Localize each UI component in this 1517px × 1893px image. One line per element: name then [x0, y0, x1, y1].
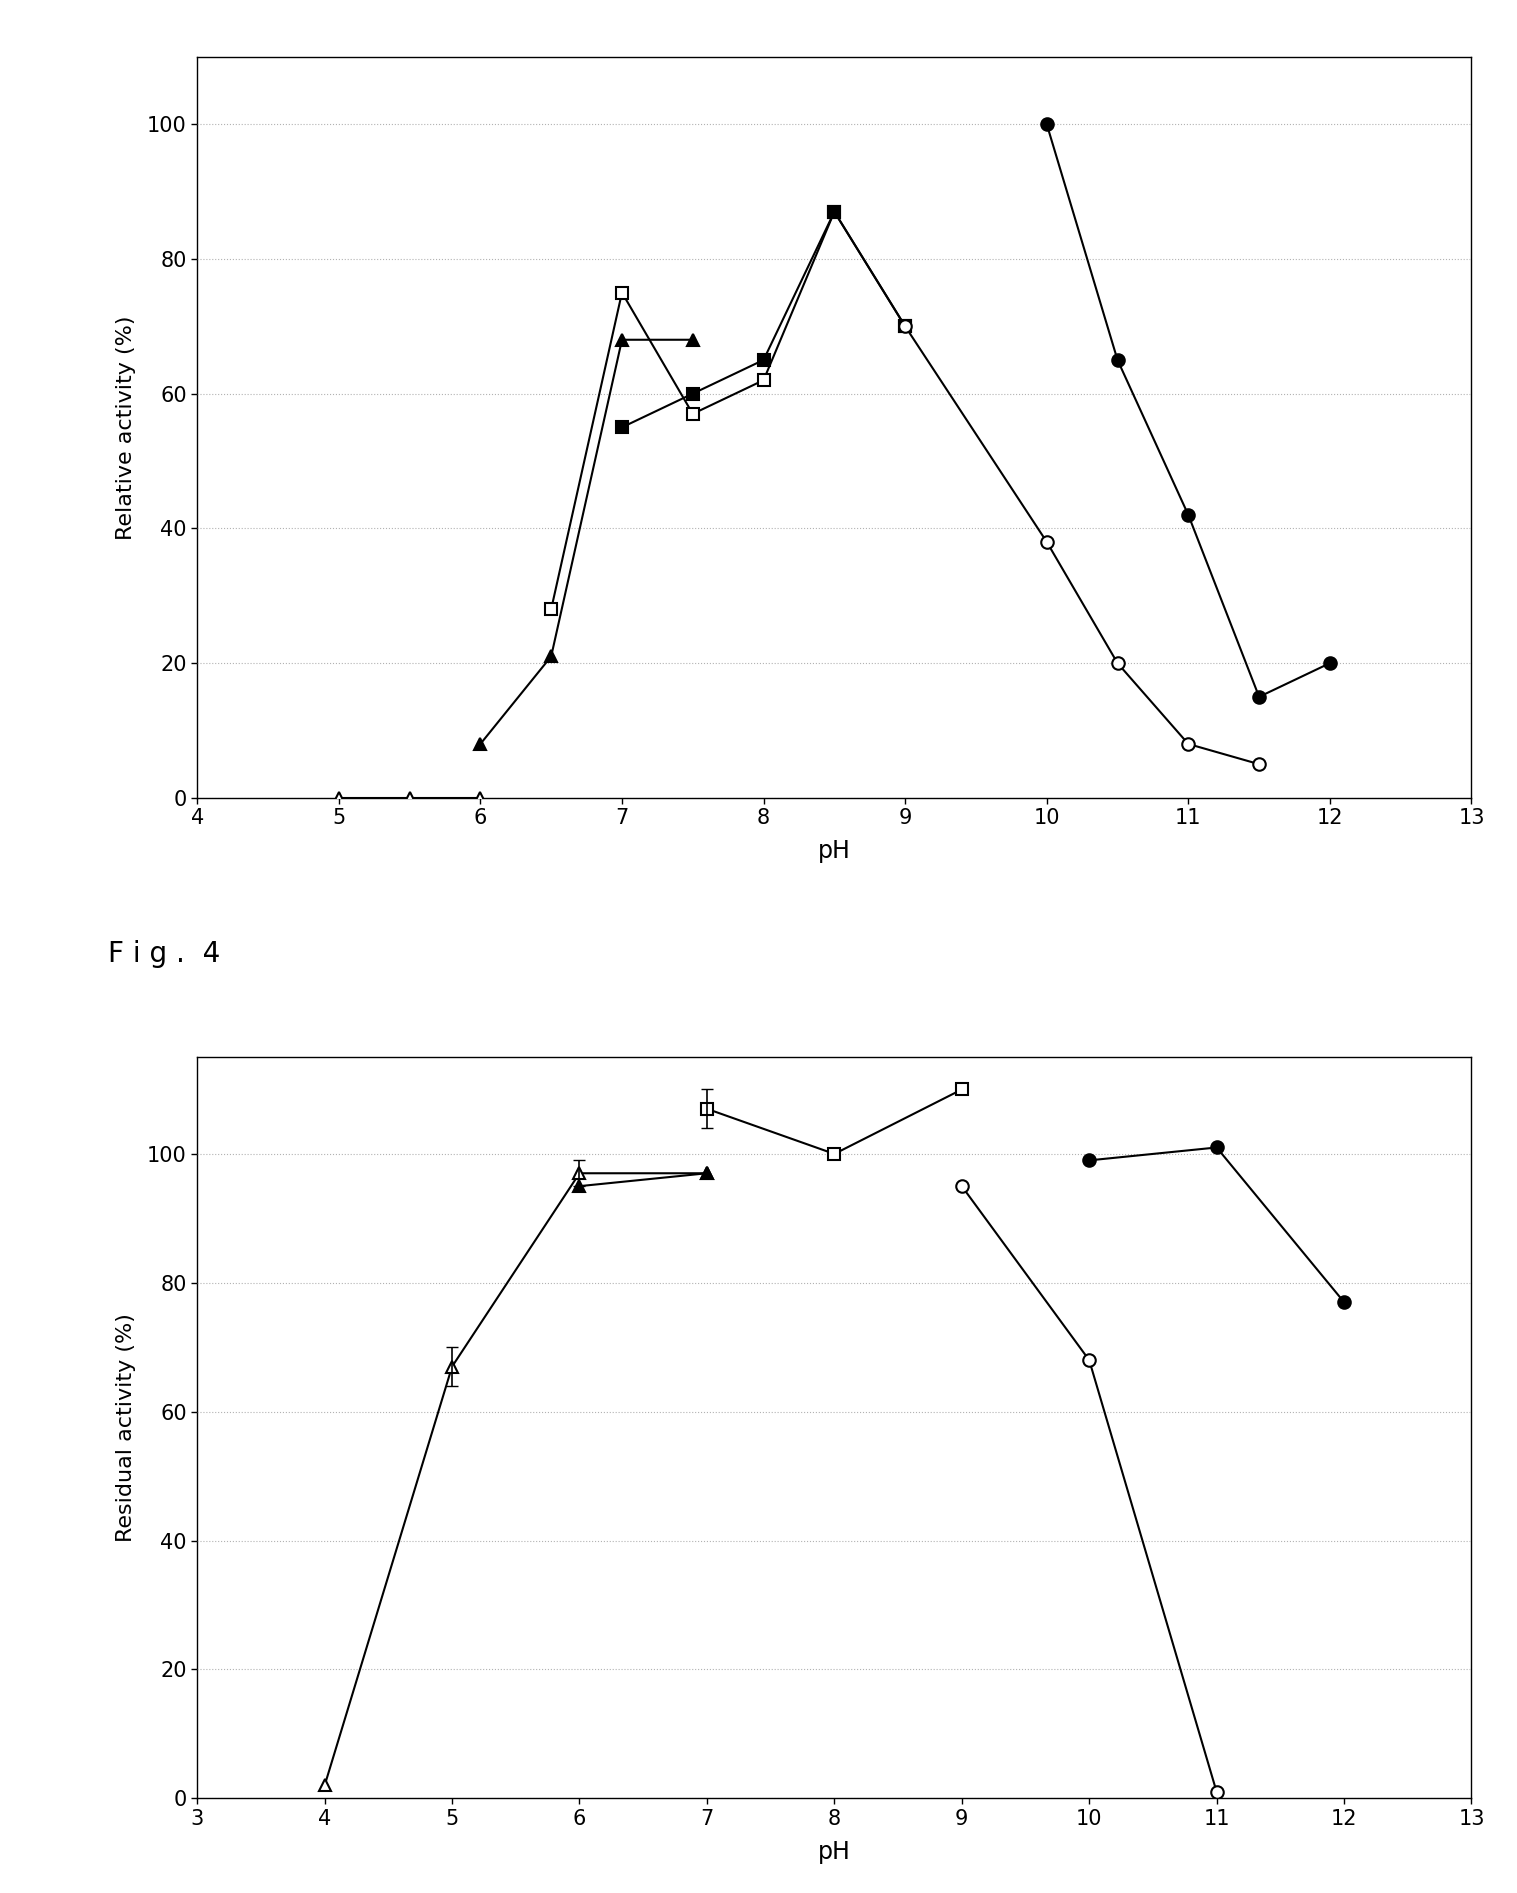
Y-axis label: Relative activity (%): Relative activity (%): [115, 314, 137, 540]
Text: F i g .  4: F i g . 4: [108, 941, 220, 969]
X-axis label: pH: pH: [818, 1840, 851, 1865]
Y-axis label: Residual activity (%): Residual activity (%): [115, 1314, 137, 1543]
X-axis label: pH: pH: [818, 839, 851, 863]
